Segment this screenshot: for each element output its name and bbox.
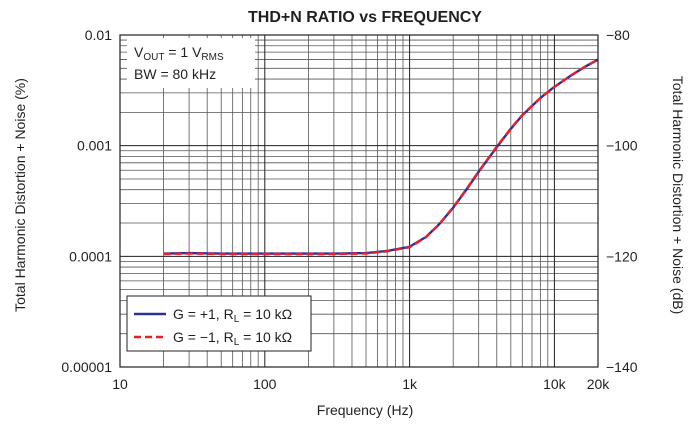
- legend-label-g-minus1-sub: L: [234, 337, 240, 348]
- series-layer: [163, 58, 599, 256]
- y-axis-title: Total Harmonic Distortion + Noise (%): [12, 78, 28, 312]
- legend-label-g-minus1: G = −1, RL = 10 kΩ: [173, 329, 292, 348]
- legend-label-g-plus1-main: G = +1, R: [173, 306, 234, 322]
- legend-label-g-plus1-end: = 10 kΩ: [239, 306, 292, 322]
- plot-border: [119, 34, 599, 368]
- chart-title: THD+N RATIO vs FREQUENCY: [248, 9, 482, 26]
- y-tick-labels: 0.01 0.001 0.0001 0.00001: [61, 27, 112, 375]
- minor-gridlines: [120, 35, 598, 367]
- y2-axis-title: Total Harmonic Distortion + Noise (dB): [670, 76, 686, 314]
- y-tick-label: 0.001: [77, 138, 112, 154]
- y2-tick-label: −100: [606, 138, 638, 154]
- vout-value: = 1 V: [164, 44, 202, 60]
- x-tick-label: 100: [253, 376, 277, 392]
- plot-frame: [119, 34, 599, 368]
- annotation-bw: BW = 80 kHz: [134, 66, 216, 82]
- y2-tick-label: −140: [606, 359, 638, 375]
- annotation-box: VOUT = 1 VRMS BW = 80 kHz: [127, 38, 255, 88]
- vout-subscript: OUT: [143, 52, 164, 63]
- annotation-vout: VOUT = 1 VRMS: [134, 44, 224, 63]
- legend-label-g-minus1-end: = 10 kΩ: [239, 329, 292, 345]
- x-tick-labels: 10 100 1k 10k 20k: [112, 376, 610, 392]
- x-tick-label: 1k: [402, 376, 418, 392]
- vout-unit-subscript: RMS: [201, 52, 224, 63]
- legend-box: [126, 295, 312, 352]
- legend: G = +1, RL = 10 kΩ G = −1, RL = 10 kΩ: [126, 295, 312, 352]
- y2-tick-label: −80: [606, 27, 630, 43]
- legend-label-g-plus1: G = +1, RL = 10 kΩ: [173, 306, 292, 325]
- legend-label-g-minus1-main: G = −1, R: [173, 329, 234, 345]
- y-tick-label: 0.01: [85, 27, 112, 43]
- x-tick-label: 10: [112, 376, 128, 392]
- x-tick-label: 10k: [543, 376, 567, 392]
- annotation-background: [127, 38, 255, 88]
- vout-symbol: V: [134, 44, 144, 60]
- y2-tick-label: −120: [606, 248, 638, 264]
- y2-tick-labels: −80 −100 −120 −140: [606, 27, 638, 375]
- x-tick-label: 20k: [587, 376, 611, 392]
- y-tick-label: 0.0001: [69, 248, 112, 264]
- x-axis-title: Frequency (Hz): [317, 402, 413, 418]
- y-tick-label: 0.00001: [61, 359, 112, 375]
- legend-label-g-plus1-sub: L: [234, 314, 240, 325]
- series-line-g-minus1: [163, 58, 599, 256]
